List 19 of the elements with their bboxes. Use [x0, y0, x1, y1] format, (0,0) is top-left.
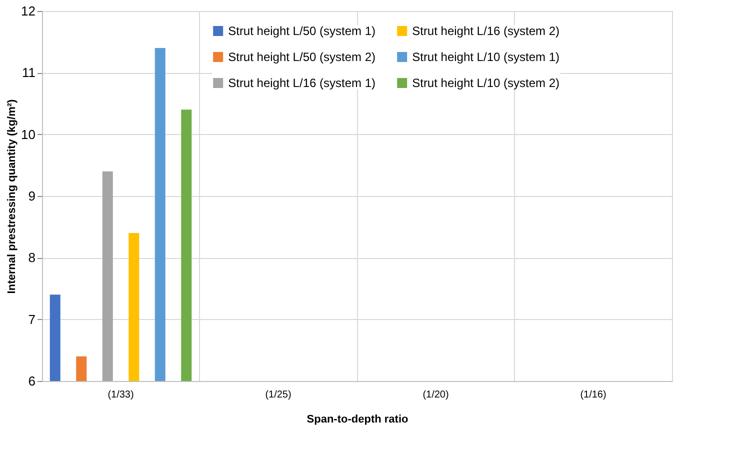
- y-tick-label: 9: [28, 188, 36, 204]
- y-tick-label: 6: [28, 374, 36, 388]
- y-tick-label: 7: [28, 312, 36, 327]
- legend-label: Strut height L/10 (system 2): [412, 76, 560, 90]
- x-axis-title: Span-to-depth ratio: [306, 414, 408, 426]
- y-tick-label: 8: [28, 250, 36, 266]
- y-tick-label: 12: [21, 4, 36, 18]
- legend-label: Strut height L/10 (system 1): [412, 50, 560, 64]
- x-tick-label: (1/20): [422, 390, 449, 400]
- legend-label: Strut height L/16 (system 2): [412, 24, 560, 38]
- y-axis-title: Internal prestressing quantity (kg/m²): [6, 98, 18, 294]
- legend-label: Strut height L/50 (system 1): [228, 24, 376, 38]
- x-tick-label: (1/25): [265, 390, 292, 400]
- y-tick-label: 10: [21, 126, 36, 142]
- x-tick-label: (1/33): [108, 390, 134, 400]
- y-tick-label: 11: [22, 65, 36, 80]
- x-tick-label: (1/16): [580, 390, 606, 400]
- legend-label: Strut height L/50 (system 2): [228, 50, 376, 64]
- legend-label: Strut height L/16 (system 1): [228, 76, 376, 90]
